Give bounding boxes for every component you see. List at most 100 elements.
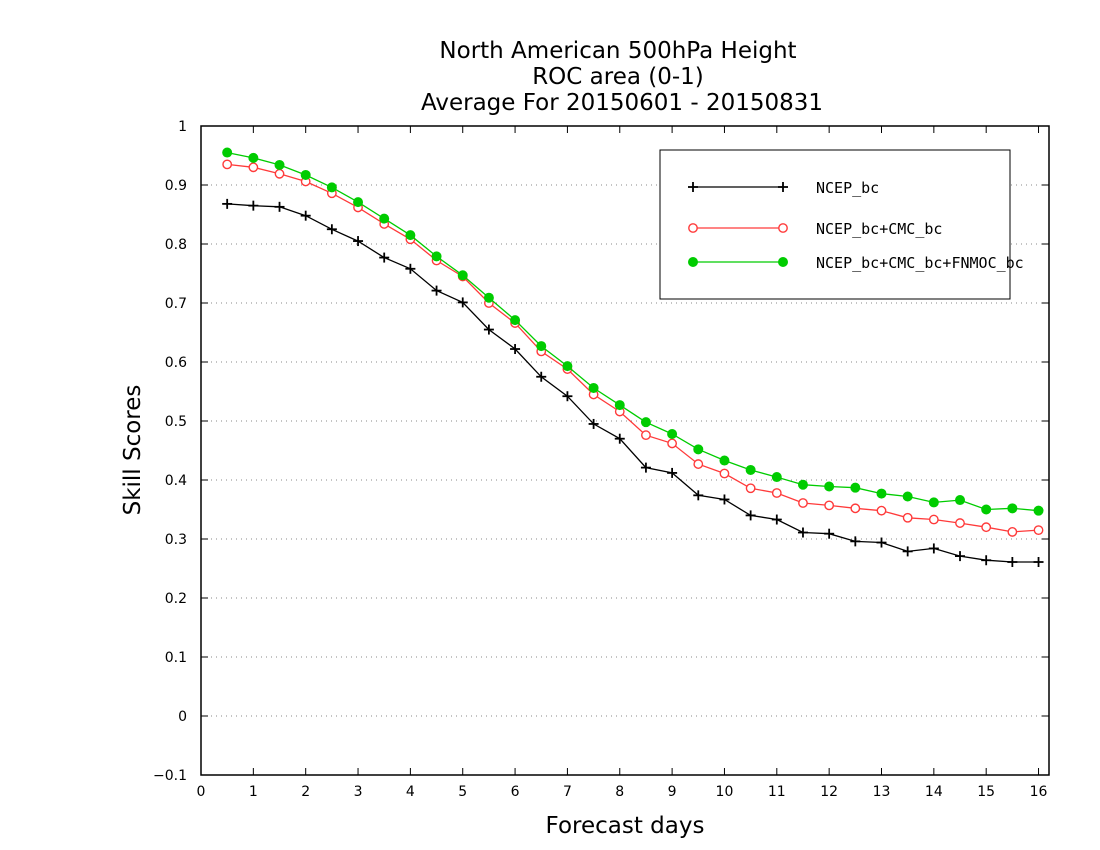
data-point: [981, 504, 992, 515]
data-point: [222, 147, 233, 158]
x-tick-label: 15: [977, 784, 995, 800]
data-point: [431, 285, 442, 296]
data-point: [536, 371, 547, 382]
x-tick-label: 3: [354, 784, 363, 800]
data-point: [876, 488, 887, 499]
data-point: [1007, 527, 1018, 537]
y-tick-label: 0: [178, 709, 187, 725]
x-tick-label: 7: [563, 784, 572, 800]
data-point: [274, 159, 285, 170]
data-point: [248, 162, 259, 173]
x-tick-label: 10: [716, 784, 734, 800]
x-tick-label: 6: [511, 784, 520, 800]
series-ncep-bc: [222, 198, 1044, 568]
data-point: [614, 433, 625, 444]
data-point: [510, 344, 521, 355]
data-point: [797, 479, 808, 490]
data-point: [778, 182, 788, 192]
data-point: [771, 514, 782, 525]
data-point: [850, 503, 861, 514]
y-tick-label: 0.3: [165, 532, 187, 548]
chart-title-line-2: ROC area (0-1): [532, 64, 704, 90]
data-point: [745, 510, 756, 521]
data-point: [798, 498, 808, 508]
data-point: [688, 182, 698, 192]
data-point: [955, 518, 965, 528]
data-point: [405, 230, 416, 241]
data-point: [797, 527, 808, 538]
data-point: [824, 500, 835, 511]
data-point: [745, 483, 756, 494]
data-point: [876, 505, 887, 516]
data-point: [1007, 557, 1018, 568]
data-point: [850, 482, 861, 493]
x-tick-label: 0: [197, 784, 206, 800]
x-tick-label: 16: [1030, 784, 1048, 800]
data-point: [483, 324, 494, 335]
data-point: [300, 210, 311, 221]
x-tick-labels: 0 1 2 3 4 5 6 7 8 9 10 11 12 13 14 15 16: [197, 784, 1048, 800]
data-point: [719, 468, 730, 479]
data-point: [588, 418, 599, 429]
data-series: [222, 147, 1044, 568]
data-point: [693, 490, 704, 501]
data-point: [955, 551, 966, 562]
data-point: [981, 522, 992, 533]
x-tick-label: 14: [925, 784, 943, 800]
data-point: [222, 198, 233, 209]
x-tick-label: 4: [406, 784, 415, 800]
data-point: [955, 495, 966, 506]
data-point: [640, 462, 651, 473]
data-point: [457, 270, 468, 281]
data-point: [902, 546, 913, 557]
y-tick-labels: −0.1 0 0.1 0.2 0.3 0.4 0.5 0.6 0.7 0.8 0.9 1: [153, 119, 187, 784]
data-point: [745, 464, 756, 475]
data-point: [667, 428, 678, 439]
y-tick-label: 1: [178, 119, 187, 135]
data-point: [326, 182, 337, 193]
data-point: [981, 555, 992, 566]
y-tick-label: 0.8: [165, 237, 187, 253]
chart-title-line-3: Average For 20150601 - 20150831: [421, 90, 823, 116]
data-point: [457, 297, 468, 308]
data-point: [614, 400, 625, 411]
data-point: [1033, 557, 1044, 568]
y-tick-label: 0.1: [165, 650, 187, 666]
y-tick-label: 0.5: [165, 414, 187, 430]
x-tick-label: 12: [820, 784, 838, 800]
legend: NCEP_bc NCEP_bc+CMC_bc NCEP_bc+CMC_bc+FNMO…: [659, 149, 1024, 300]
data-point: [778, 223, 788, 233]
data-point: [688, 223, 698, 233]
series-line: [227, 203, 1039, 563]
x-axis-label: Forecast days: [546, 813, 705, 839]
y-tick-label: 0.4: [165, 473, 187, 489]
data-point: [688, 257, 698, 267]
data-point: [353, 236, 364, 247]
data-point: [379, 252, 390, 263]
x-tick-label: 5: [458, 784, 467, 800]
x-tick-label: 13: [873, 784, 891, 800]
x-tick-label: 11: [768, 784, 786, 800]
y-tick-label: −0.1: [153, 768, 187, 784]
data-point: [778, 257, 788, 267]
data-point: [222, 159, 233, 170]
data-point: [771, 472, 782, 483]
data-point: [300, 169, 311, 180]
data-point: [928, 543, 939, 554]
data-point: [536, 341, 547, 352]
y-axis-label: Skill Scores: [120, 385, 146, 516]
x-tick-label: 1: [249, 784, 258, 800]
data-point: [248, 152, 259, 163]
legend-label: NCEP_bc: [816, 179, 879, 197]
x-tick-label: 8: [615, 784, 624, 800]
data-point: [562, 391, 573, 402]
x-tick-label: 9: [668, 784, 677, 800]
data-point: [353, 197, 364, 208]
data-point: [640, 417, 651, 428]
data-point: [1033, 505, 1044, 516]
data-point: [1033, 525, 1044, 536]
y-tick-label: 0.9: [165, 178, 187, 194]
data-point: [928, 497, 939, 508]
data-point: [771, 488, 782, 498]
